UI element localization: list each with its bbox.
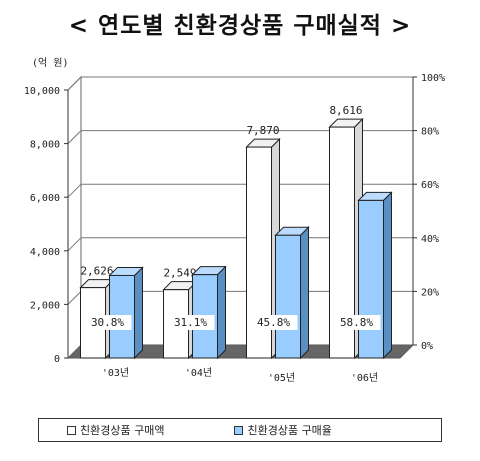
data-label-rate: 45.8%	[257, 316, 290, 329]
legend-item-rate: 친환경상품 구매율	[234, 422, 332, 438]
y-tick-label: 0	[54, 354, 60, 365]
x-tick-label: '05년	[268, 372, 295, 384]
bar-rate-side	[383, 191, 392, 360]
y-tick-label: 8,000	[30, 140, 60, 151]
data-label-amount: 2,626	[80, 265, 113, 278]
data-label-amount: 2,549	[163, 267, 196, 280]
data-label-rate: 31.1%	[174, 316, 207, 329]
chart-legend: 친환경상품 구매액 친환경상품 구매율	[38, 418, 442, 442]
data-label-rate: 58.8%	[340, 316, 373, 329]
y-tick-label: 6,000	[30, 193, 60, 204]
x-tick-label: '06년	[351, 372, 378, 384]
data-label-rate-box	[166, 315, 215, 330]
bar-rate-side	[217, 265, 226, 360]
data-label-rate-box	[332, 315, 381, 330]
gridline-depth	[67, 291, 82, 305]
page-title: < 연도별 친환경상품 구매실적 >	[68, 13, 412, 39]
y2-tick-label: 80%	[421, 127, 439, 138]
bar-rate-side	[134, 266, 143, 360]
y2-tick-label: 0%	[421, 341, 433, 352]
gridline-depth	[67, 183, 82, 198]
y-axis-unit-label: (억 원)	[32, 57, 68, 69]
data-label-amount: 8,616	[329, 104, 362, 117]
y2-tick-label: 60%	[421, 180, 439, 191]
bar-rate	[358, 199, 384, 359]
gridline-depth	[67, 237, 82, 252]
legend-label-rate: 친환경상품 구매율	[247, 424, 332, 437]
legend-swatch-amount	[67, 425, 76, 435]
x-tick-label: '04년	[185, 367, 212, 379]
bar-rate	[275, 234, 301, 359]
y-tick-label: 10,000	[24, 86, 60, 97]
y2-tick-label: 20%	[421, 287, 439, 298]
data-label-rate-box	[249, 315, 298, 330]
gridline-depth	[67, 76, 82, 91]
data-label-rate-box	[83, 315, 132, 330]
y2-tick-label: 100%	[421, 73, 445, 84]
y-tick-label: 4,000	[30, 247, 60, 258]
legend-item-amount: 친환경상품 구매액	[67, 422, 164, 438]
legend-swatch-rate	[234, 425, 244, 435]
data-label-amount: 7,870	[246, 124, 279, 137]
chart-side-wall	[67, 75, 82, 360]
x-tick-label: '03년	[102, 367, 129, 379]
data-label-rate: 30.8%	[91, 316, 124, 329]
bar-rate-side	[300, 226, 309, 360]
y2-tick-label: 40%	[421, 234, 439, 245]
bar-chart: 0 2,000 4,000 6,000 8,000 10,000 0% 20% 40% 60% 80…	[24, 57, 445, 384]
legend-label-amount: 친환경상품 구매액	[80, 424, 165, 437]
y-tick-label: 2,000	[30, 300, 60, 311]
gridline-depth	[67, 130, 82, 144]
